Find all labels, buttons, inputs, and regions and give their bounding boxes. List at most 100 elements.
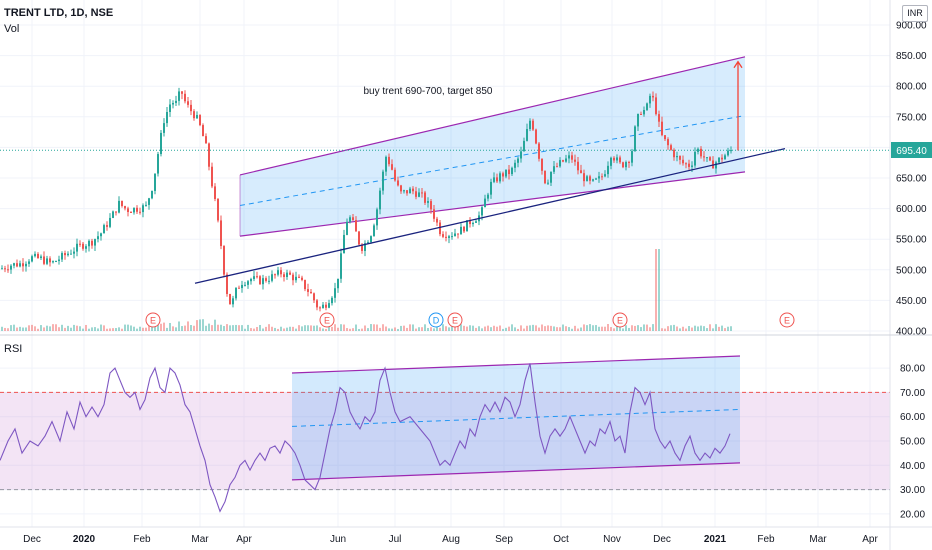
volume-bar [34, 326, 36, 331]
volume-bar [490, 327, 492, 331]
earnings-marker[interactable] [779, 312, 795, 328]
volume-bar [283, 328, 285, 331]
volume-bar [58, 327, 60, 331]
volume-label[interactable]: Vol [4, 23, 20, 35]
candle-body [409, 188, 411, 194]
rsi-indicator-label[interactable]: RSI [4, 343, 23, 355]
volume-bar [211, 325, 213, 331]
candle-body [646, 103, 648, 111]
candlesticks [1, 87, 732, 312]
candle-body [229, 293, 231, 305]
volume-bar [175, 327, 177, 331]
volume-bar [19, 326, 21, 331]
candle-body [211, 166, 213, 187]
trade-note[interactable]: buy trent 690-700, target 850 [364, 86, 493, 97]
candle-body [151, 190, 153, 199]
symbol-title[interactable]: TRENT LTD, 1D, NSE [4, 7, 114, 19]
volume-bar [622, 328, 624, 331]
volume-bar [544, 326, 546, 331]
candle-body [160, 132, 162, 155]
volume-bar [682, 326, 684, 331]
volume-bar [337, 327, 339, 331]
rsi-tick-label: 20.00 [900, 509, 925, 520]
candle-body [196, 115, 198, 119]
candle-body [568, 155, 570, 159]
volume-bar [43, 327, 45, 331]
candle-body [238, 287, 240, 289]
candle-body [637, 113, 639, 127]
candle-body [727, 150, 729, 156]
rsi-channel-lower[interactable] [291, 462, 741, 481]
candle-body [127, 208, 129, 212]
target-arrow[interactable] [733, 60, 743, 151]
volume-bar [136, 328, 138, 331]
candle-body [622, 162, 624, 168]
time-tick-label: Apr [236, 534, 252, 545]
volume-bar [583, 324, 585, 331]
candle-body [541, 158, 543, 171]
candle-body [499, 173, 501, 182]
currency-button[interactable]: INR [902, 5, 928, 22]
volume-bar [184, 325, 186, 331]
volume-bar [373, 324, 375, 331]
price-tick-label: 900.00 [896, 21, 927, 32]
candle-body [472, 222, 474, 225]
candle-body [52, 261, 54, 263]
candle-body [451, 236, 453, 238]
volume-bar [385, 326, 387, 331]
candle-body [475, 221, 477, 223]
volume-bar [301, 326, 303, 331]
volume-bar [535, 325, 537, 331]
volume-bar [730, 326, 732, 331]
earnings-marker-label: E [150, 316, 156, 326]
time-axis[interactable]: Dec 2020 Feb Mar Apr Jun Jul Aug Sep Oct Nov Dec 202… [23, 534, 878, 545]
volume-bar [226, 324, 228, 331]
volume-bar [721, 325, 723, 331]
volume-bar [592, 325, 594, 331]
candle-body [19, 263, 21, 267]
volume-bar [445, 326, 447, 331]
volume-bar [541, 324, 543, 331]
volume-bar [67, 325, 69, 331]
earnings-marker[interactable] [428, 312, 444, 328]
volume-bar [307, 325, 309, 331]
price-axis[interactable]: 400.00450.00500.00550.00600.00650.00700.… [896, 21, 927, 338]
candle-body [610, 157, 612, 166]
volume-bar [316, 325, 318, 331]
earnings-marker[interactable] [145, 312, 161, 328]
earnings-marker[interactable] [612, 312, 628, 328]
channel-lower-line[interactable] [239, 171, 746, 237]
volume-bar [358, 328, 360, 331]
rsi-channel[interactable] [291, 355, 741, 481]
earnings-marker[interactable] [447, 312, 463, 328]
volume-bar [454, 325, 456, 331]
support-trendline[interactable] [194, 147, 786, 284]
earnings-marker[interactable] [319, 312, 335, 328]
volume-bar [37, 328, 39, 331]
channel-upper-line[interactable] [239, 56, 746, 176]
candle-body [688, 163, 690, 167]
volume-bar [403, 325, 405, 331]
candle-body [220, 220, 222, 247]
candle-body [577, 161, 579, 171]
rsi-axis[interactable]: 20.00 30.00 40.00 50.00 60.00 70.00 80.00 [900, 364, 925, 521]
candle-body [13, 263, 15, 266]
volume-bar [664, 328, 666, 331]
volume-bar [145, 327, 147, 331]
volume-bar [220, 324, 222, 331]
price-channel[interactable] [239, 56, 746, 237]
volume-bar [349, 328, 351, 331]
rsi-channel-upper[interactable] [291, 355, 741, 374]
candle-body [529, 120, 531, 130]
candle-body [661, 121, 663, 136]
volume-bar [106, 328, 108, 331]
volume-bar [469, 325, 471, 331]
channel-mid-line [239, 115, 746, 207]
candle-body [10, 265, 12, 270]
volume-bar [703, 326, 705, 331]
candle-body [148, 198, 150, 205]
candle-body [457, 233, 459, 235]
volume-bar [217, 324, 219, 331]
volume-bar [676, 326, 678, 331]
